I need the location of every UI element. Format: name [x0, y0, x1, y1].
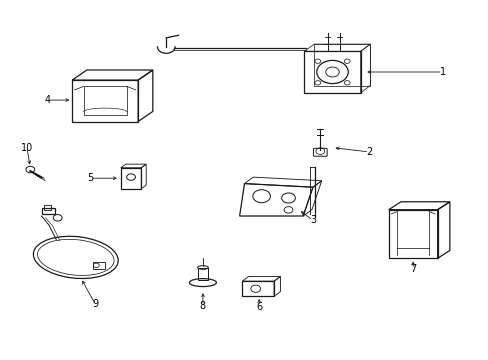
Bar: [44, 205, 51, 210]
Text: 6: 6: [256, 302, 262, 312]
Bar: [242, 281, 273, 296]
Text: 3: 3: [309, 215, 315, 225]
Text: 9: 9: [92, 299, 98, 309]
Text: 2: 2: [366, 147, 371, 157]
Bar: [121, 168, 141, 189]
Text: 10: 10: [20, 143, 33, 153]
Bar: [304, 51, 360, 93]
Bar: [41, 208, 55, 214]
Text: 7: 7: [409, 264, 415, 274]
Text: 8: 8: [200, 301, 205, 311]
Text: 4: 4: [45, 95, 51, 105]
Text: 5: 5: [87, 173, 93, 183]
Bar: [93, 262, 105, 269]
Bar: [198, 268, 207, 280]
Text: 1: 1: [439, 67, 445, 77]
